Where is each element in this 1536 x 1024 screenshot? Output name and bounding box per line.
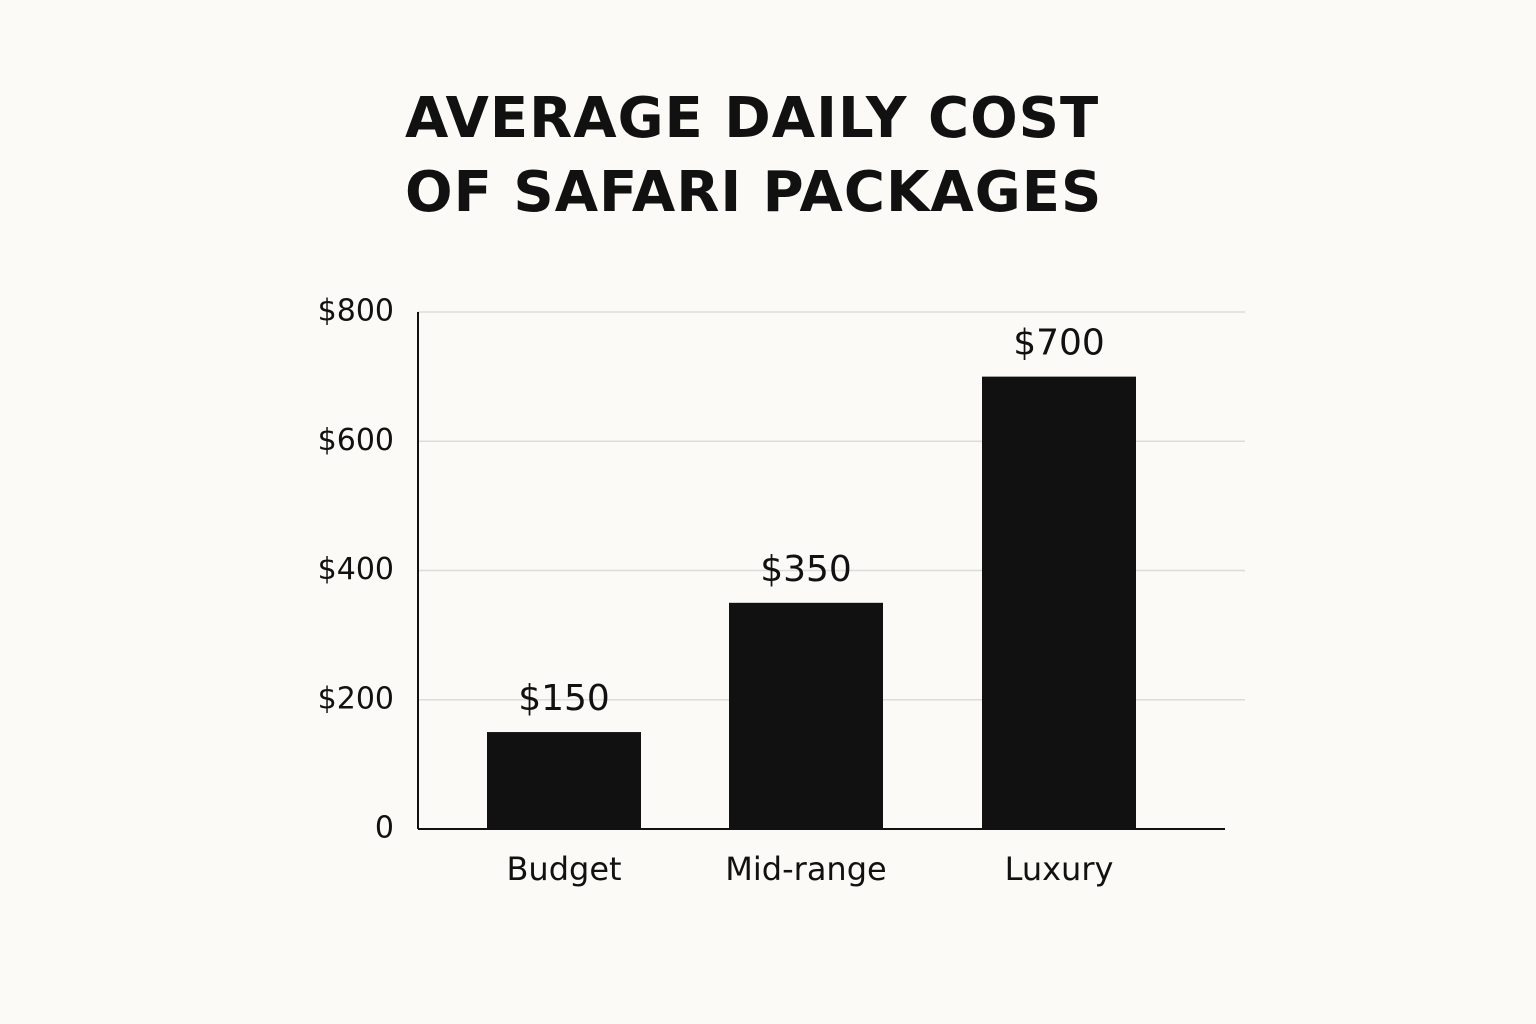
bar [487,732,641,829]
bar [982,376,1136,829]
y-tick-label: $600 [318,423,394,458]
value-label: $150 [518,678,610,719]
y-tick-label: $200 [318,681,394,716]
y-tick-label: 0 [375,811,394,846]
y-tick-label: $400 [318,552,394,587]
value-label: $700 [1013,323,1105,364]
x-tick-label: Mid-range [725,850,886,888]
value-label: $350 [760,549,852,590]
x-tick-label: Luxury [1005,850,1114,888]
chart-title: OF SAFARI PACKAGES [405,160,1102,225]
y-tick-label: $800 [318,294,394,329]
bar [729,602,883,829]
x-tick-label: Budget [506,850,621,888]
chart-title: AVERAGE DAILY COST [405,86,1099,151]
